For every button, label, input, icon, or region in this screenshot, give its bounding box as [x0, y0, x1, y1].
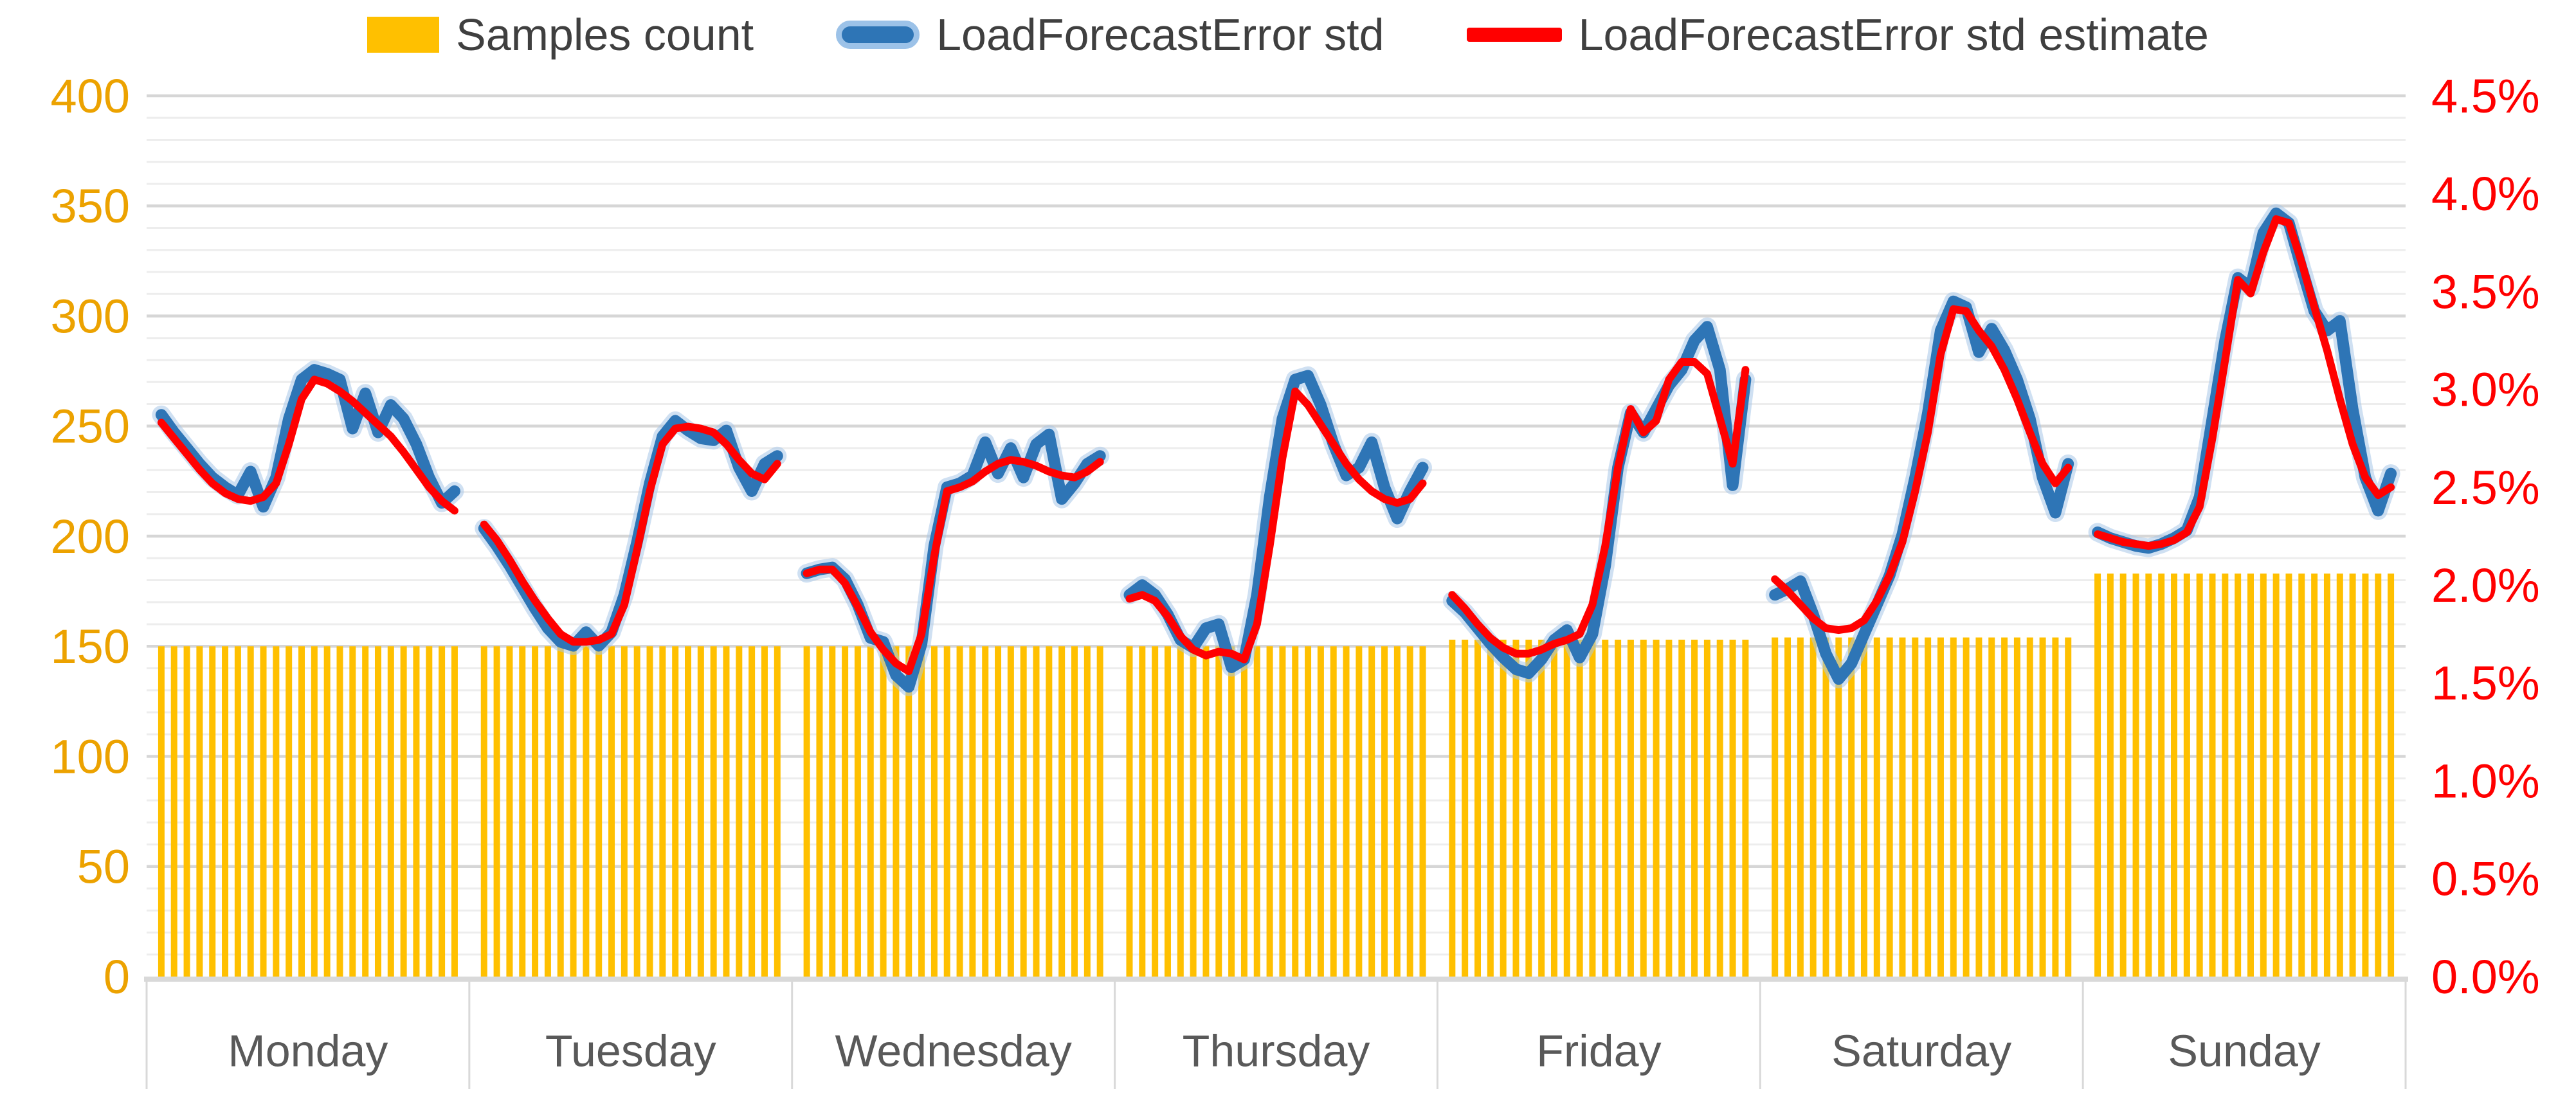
std-estimate-line-tuesday — [480, 422, 781, 646]
right-axis-tick-1.5%: 1.5% — [2431, 656, 2540, 710]
bars-sunday — [2094, 573, 2395, 977]
legend-item-loadforecasterror-std: LoadForecastError std — [836, 9, 1384, 60]
thick-line-swatch-icon — [836, 21, 920, 49]
left-axis-tick-100: 100 — [51, 730, 130, 783]
bars-tuesday — [480, 646, 781, 977]
right-axis-labels: 0.0% 0.5% 1.0% 1.5% 2.0% 2.5% 3.0% 3.5% 4.0% 4.5% — [2431, 69, 2540, 1004]
left-axis-tick-150: 150 — [51, 620, 130, 673]
legend-label: LoadForecastError std — [936, 10, 1384, 60]
left-axis-tick-50: 50 — [77, 840, 130, 894]
right-axis-tick-2.5%: 2.5% — [2431, 461, 2540, 514]
left-axis-tick-250: 250 — [51, 400, 130, 453]
right-axis-tick-3.5%: 3.5% — [2431, 265, 2540, 318]
bars-wednesday — [803, 646, 1103, 977]
left-axis-tick-300: 300 — [51, 289, 130, 343]
std-estimate-line-monday — [157, 375, 458, 515]
day-label-saturday: Saturday — [1831, 1026, 2011, 1076]
legend-item-loadforecasterror-std-estimate: LoadForecastError std estimate — [1466, 9, 2209, 60]
day-label-friday: Friday — [1536, 1026, 1661, 1076]
day-label-thursday: Thursday — [1183, 1026, 1370, 1076]
left-axis-tick-400: 400 — [51, 69, 130, 123]
std-line-monday — [152, 360, 464, 516]
day-label-tuesday: Tuesday — [545, 1026, 716, 1076]
std-estimate-line-sunday — [2094, 215, 2395, 550]
left-axis-tick-350: 350 — [51, 179, 130, 233]
right-axis-tick-4.5%: 4.5% — [2431, 69, 2540, 123]
x-axis — [144, 977, 2408, 1089]
bars-monday — [158, 646, 458, 977]
std-line-friday — [1442, 317, 1755, 683]
std-estimate-line-saturday — [1771, 305, 2073, 635]
day-label-wednesday: Wednesday — [835, 1026, 1071, 1076]
right-axis-tick-2.0%: 2.0% — [2431, 559, 2540, 612]
legend-label: LoadForecastError std estimate — [1578, 10, 2209, 60]
x-axis-day-labels: Monday Tuesday Wednesday Thursday Friday Satu… — [228, 1026, 2320, 1076]
chart-legend: Samples count LoadForecastError std Load… — [0, 9, 2576, 60]
right-axis-tick-1.0%: 1.0% — [2431, 754, 2540, 807]
right-axis-tick-3.0%: 3.0% — [2431, 363, 2540, 417]
bars-friday — [1449, 639, 1749, 977]
right-axis-tick-0.5%: 0.5% — [2431, 852, 2540, 906]
day-label-monday: Monday — [228, 1026, 388, 1076]
left-axis-tick-200: 200 — [51, 510, 130, 563]
left-axis-tick-0: 0 — [104, 950, 130, 1004]
bars-saturday — [1772, 637, 2072, 977]
std-line-sunday — [2088, 204, 2400, 557]
bar-swatch-icon — [367, 17, 440, 53]
thin-line-swatch-icon — [1466, 28, 1562, 42]
std-estimate-line-wednesday — [803, 456, 1104, 676]
legend-label: Samples count — [456, 10, 754, 60]
bars-thursday — [1126, 646, 1426, 977]
legend-item-samples-count: Samples count — [367, 9, 754, 60]
std-estimate-line-thursday — [1125, 387, 1427, 663]
left-axis-labels: 0 50 100 150 200 250 300 350 400 — [51, 69, 130, 1004]
day-label-sunday: Sunday — [2168, 1026, 2320, 1076]
right-axis-tick-4.0%: 4.0% — [2431, 167, 2540, 221]
std-estimate-line-friday — [1448, 358, 1750, 658]
right-axis-tick-0.0%: 0.0% — [2431, 950, 2540, 1004]
